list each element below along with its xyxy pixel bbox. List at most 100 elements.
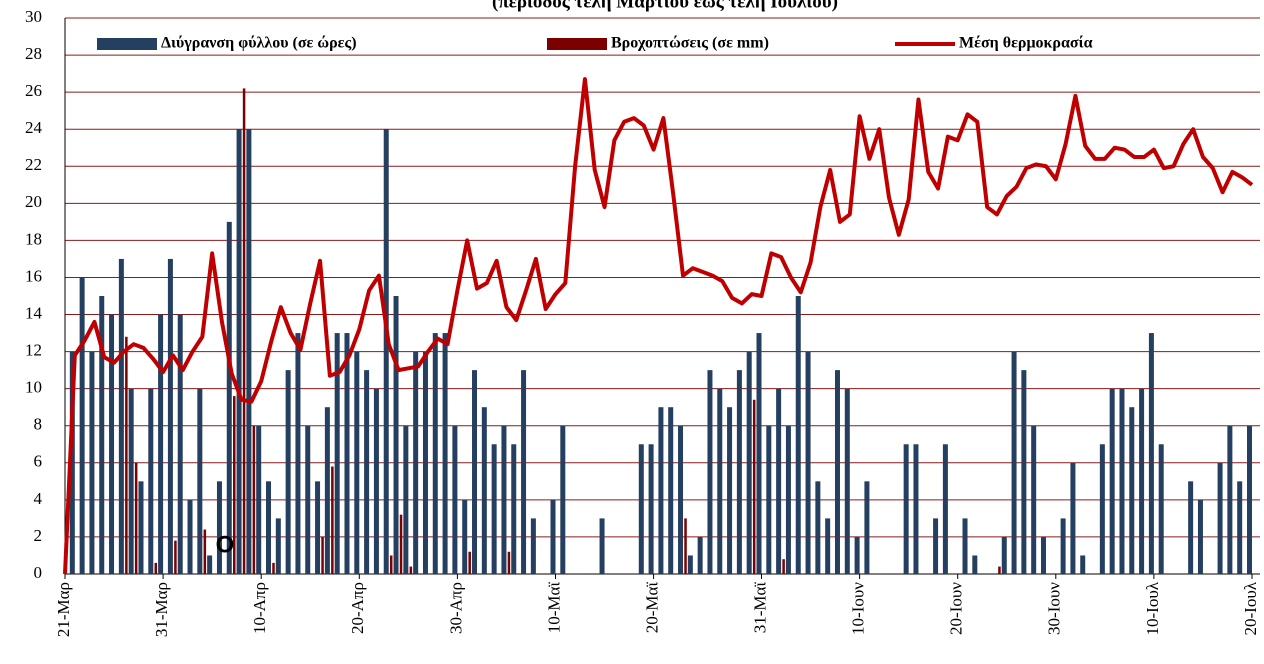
bar	[177, 314, 183, 574]
bar	[785, 425, 791, 574]
bar	[717, 388, 723, 574]
legend-label: Διύγρανση φύλλου (σε ώρες)	[161, 35, 357, 52]
y-tick-label: 26	[25, 81, 42, 100]
bar	[560, 425, 566, 574]
bar	[462, 499, 468, 574]
legend-label: Μέση θερμοκρασία	[959, 35, 1093, 52]
y-tick-label: 14	[25, 303, 43, 322]
x-tick-label: 31-Μαϊ	[750, 582, 769, 634]
bar	[452, 425, 458, 574]
x-tick-label: 30-Απρ	[446, 582, 465, 634]
bar	[79, 277, 85, 574]
x-tick-label: 20-Μαϊ	[643, 582, 662, 634]
bar	[118, 258, 124, 574]
y-tick-label: 22	[25, 155, 42, 174]
bar	[383, 129, 389, 574]
bar	[521, 370, 527, 574]
bar	[99, 296, 105, 574]
bar	[154, 562, 158, 574]
bar	[648, 444, 654, 574]
bar	[1129, 407, 1135, 574]
bar	[403, 425, 409, 574]
bar	[864, 481, 870, 574]
bar	[233, 396, 236, 574]
x-tick-label: 21-Μαρ	[54, 582, 73, 637]
y-tick-label: 28	[25, 44, 42, 63]
bar	[599, 518, 605, 574]
y-tick-label: 20	[25, 192, 42, 211]
bar	[69, 351, 75, 574]
bar	[511, 444, 517, 574]
y-tick-label: 0	[34, 563, 43, 582]
bar	[399, 514, 403, 574]
bar	[684, 518, 687, 574]
bar	[242, 88, 246, 574]
y-tick-label: 16	[25, 266, 42, 285]
x-tick-label: 20-Απρ	[348, 582, 367, 634]
x-tick-label: 10-Απρ	[250, 582, 269, 634]
bar	[903, 444, 909, 574]
x-tick-label: 31-Μαρ	[152, 582, 171, 637]
bar	[354, 351, 360, 574]
bar	[472, 370, 478, 574]
y-tick-label: 30	[25, 7, 42, 26]
bar	[844, 388, 850, 574]
bar	[272, 562, 275, 574]
legend-swatch	[97, 38, 157, 50]
bar	[197, 388, 203, 574]
bar	[795, 296, 801, 574]
x-tick-label: 10-Ιουν	[849, 582, 868, 635]
bar	[933, 518, 939, 574]
bar	[1031, 425, 1037, 574]
bar	[998, 566, 1001, 574]
bar	[216, 481, 222, 574]
bar	[1139, 388, 1145, 574]
bar	[913, 444, 919, 574]
y-tick-label: 24	[25, 118, 43, 137]
bar	[1011, 351, 1017, 574]
bar	[468, 551, 471, 574]
legend-label: Βροχοπτώσεις (σε mm)	[611, 35, 769, 52]
bar	[373, 388, 379, 574]
bar	[530, 518, 536, 574]
bar	[275, 518, 281, 574]
bar	[766, 425, 772, 574]
bar	[1158, 444, 1164, 574]
bar	[148, 388, 154, 574]
bar	[658, 407, 664, 574]
x-tick-label: 10-Μαϊ	[544, 582, 563, 634]
bar	[697, 536, 703, 574]
x-tick-label: 20-Ιουν	[947, 582, 966, 635]
bar	[825, 518, 831, 574]
bar	[678, 425, 684, 574]
x-tick-label: 20-Ιουλ	[1241, 581, 1260, 635]
bar	[246, 129, 252, 574]
y-tick-label: 8	[34, 415, 43, 434]
bar	[1040, 536, 1046, 574]
bar	[138, 481, 144, 574]
bar	[752, 399, 756, 574]
bar	[1217, 462, 1223, 574]
bar	[315, 481, 321, 574]
y-tick-label: 6	[34, 452, 43, 471]
bar	[167, 258, 173, 574]
bar	[442, 333, 448, 574]
bar	[834, 370, 840, 574]
bar	[236, 129, 242, 574]
bar	[854, 536, 860, 574]
x-tick-label: 10-Ιουλ	[1143, 581, 1162, 635]
bar	[331, 466, 334, 574]
bar	[344, 333, 350, 574]
bar	[432, 333, 438, 574]
bar	[668, 407, 674, 574]
bar	[226, 221, 232, 574]
bar	[364, 370, 370, 574]
bar	[256, 425, 262, 574]
bar	[727, 407, 733, 574]
bar	[158, 314, 164, 574]
bar	[321, 536, 324, 574]
bar	[972, 555, 978, 574]
bar	[324, 407, 330, 574]
